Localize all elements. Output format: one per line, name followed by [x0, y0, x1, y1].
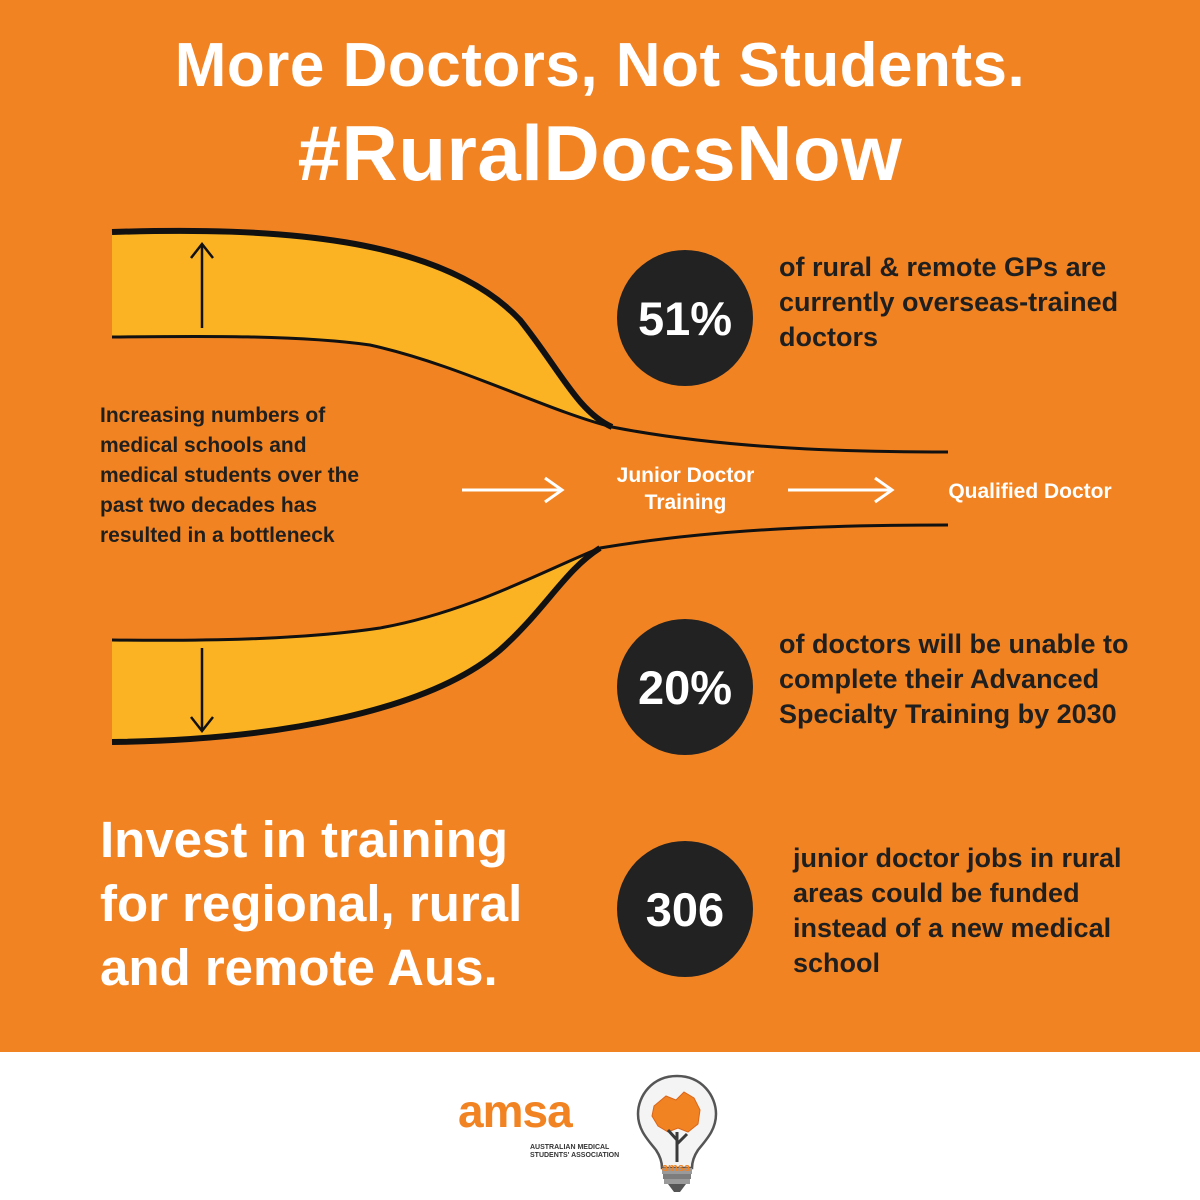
upper-funnel-outer-line: [111, 227, 614, 430]
stage-junior-doctor-training: Junior Doctor Training: [616, 464, 755, 514]
bottleneck-description: Increasing numbers of medical schools an…: [100, 404, 360, 547]
right-arrow-icon: [788, 476, 895, 504]
bottleneck-funnel-diagram: [111, 227, 949, 745]
upward-arrow-icon: [190, 241, 214, 328]
stage-qualified-doctor: Qualified Doctor: [948, 480, 1112, 503]
upper-funnel-inner-line: [111, 334, 949, 454]
amsa-logo: amsa AUSTRALIAN MEDICAL STUDENTS' ASSOCI…: [458, 1084, 619, 1184]
right-arrow-icon: [462, 476, 565, 504]
stat-circle-specialty: 20%: [617, 619, 753, 755]
stat-text-specialty: of doctors will be unable to complete th…: [779, 629, 1129, 729]
headline-hashtag: #RuralDocsNow: [297, 109, 903, 197]
lightbulb-australia-icon: [636, 1074, 718, 1192]
lightbulb-amsa-word: amsa: [661, 1162, 691, 1174]
stat-text-jobs: junior doctor jobs in rural areas could …: [793, 843, 1122, 978]
lower-funnel-outer-line: [111, 545, 602, 745]
upper-funnel-fill: [112, 230, 612, 427]
infographic-poster: More Doctors, Not Students. #RuralDocsNo…: [0, 0, 1200, 1052]
downward-arrow-icon: [190, 648, 214, 734]
footer-logos: amsa AUSTRALIAN MEDICAL STUDENTS' ASSOCI…: [0, 1052, 1200, 1200]
stat-circle-overseas: 51%: [617, 250, 753, 386]
lower-funnel-fill: [112, 548, 600, 742]
lower-funnel-inner-line: [111, 523, 949, 642]
call-to-action: Invest in training for regional, rural a…: [100, 811, 523, 996]
amsa-logo-word: amsa: [458, 1085, 573, 1137]
amsa-logo-subtitle: AUSTRALIAN MEDICAL STUDENTS' ASSOCIATION: [530, 1144, 620, 1159]
stat-circle-jobs: 306: [617, 841, 753, 977]
stat-text-overseas: of rural & remote GPs are currently over…: [779, 252, 1119, 352]
headline-line-1: More Doctors, Not Students.: [174, 31, 1026, 100]
